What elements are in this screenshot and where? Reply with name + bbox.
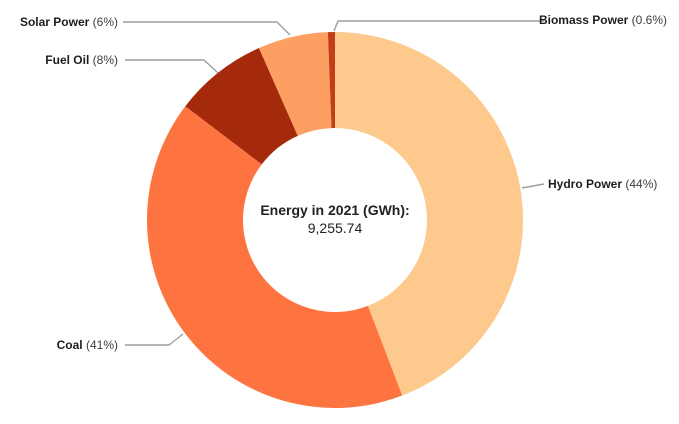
leader-line-solar-power: [123, 21, 291, 36]
leader-line-biomass-power: [333, 20, 544, 32]
pie-slices: [147, 32, 523, 408]
callout-fuel-oil: Fuel Oil (8%): [45, 52, 118, 68]
callout-label: Coal: [56, 338, 83, 352]
callout-percent: (0.6%): [631, 13, 667, 27]
callout-biomass-power: Biomass Power (0.6%): [539, 12, 667, 28]
callout-label: Biomass Power: [538, 13, 629, 27]
center-label: Energy in 2021 (GWh):: [260, 202, 410, 218]
leader-line-hydro-power: [521, 183, 545, 189]
callout-coal: Coal (41%): [57, 337, 118, 353]
callout-solar-power: Solar Power (6%): [20, 14, 118, 30]
leader-line-coal: [125, 333, 184, 346]
callout-label: Hydro Power: [548, 177, 623, 191]
center-value: 9,255.74: [307, 220, 363, 236]
donut-center-text: Energy in 2021 (GWh): 9,255.74: [260, 201, 409, 237]
pie-slice-hydro-power[interactable]: [335, 32, 523, 396]
leader-line-fuel-oil: [125, 59, 219, 74]
callout-hydro-power: Hydro Power (44%): [548, 176, 657, 192]
callout-label: Solar Power: [19, 15, 90, 29]
callout-percent: (8%): [92, 53, 118, 67]
pie-slice-solar-power[interactable]: [258, 32, 332, 136]
pie-slice-fuel-oil[interactable]: [185, 48, 298, 165]
pie-slice-coal[interactable]: [147, 106, 403, 408]
pie-slice-biomass-power[interactable]: [327, 32, 335, 129]
leader-lines: [123, 20, 545, 346]
callout-label: Fuel Oil: [45, 53, 90, 67]
callout-percent: (44%): [625, 177, 658, 191]
callout-percent: (41%): [85, 338, 118, 352]
callout-percent: (6%): [92, 15, 118, 29]
